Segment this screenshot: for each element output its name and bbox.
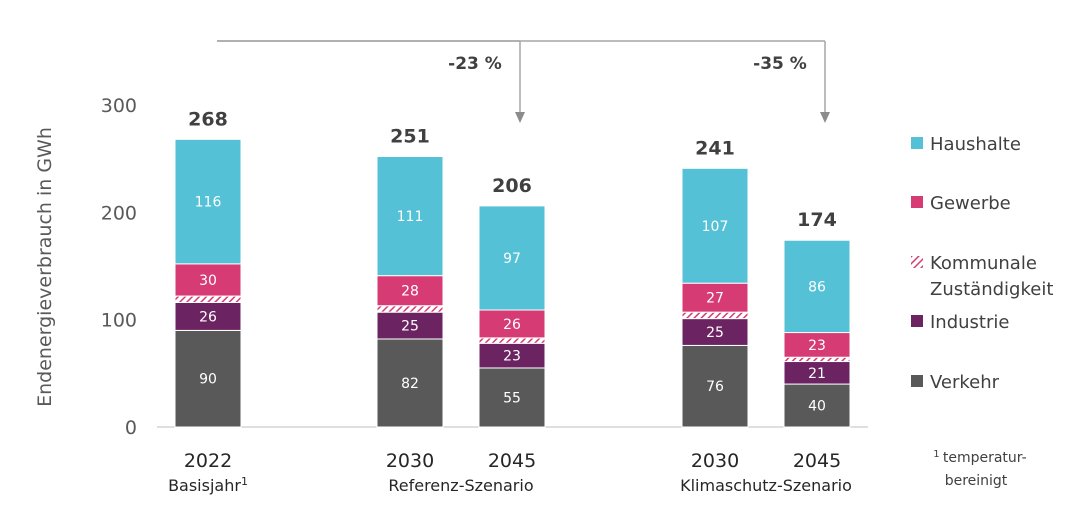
segment-value-label: 55 (503, 390, 521, 406)
bar-segment (681, 318, 749, 346)
legend-label: Kommunale (930, 253, 1037, 274)
bars: 90 26 30 116 268 2022 82 25 28 111 251 2030 55 23 26 97… (168, 108, 852, 495)
legend-swatch (911, 315, 923, 327)
segment-value-label: 23 (808, 338, 826, 354)
y-axis-title: Endenergieverbrauch in GWh (34, 127, 56, 407)
legend-label: Gewerbe (930, 193, 1011, 214)
bar-segment (376, 305, 444, 313)
y-tick-label: 200 (101, 202, 137, 224)
bar-segment (478, 337, 546, 344)
bar-segment (681, 282, 749, 313)
category-label: 2045 (793, 450, 841, 472)
category-label: 2045 (488, 450, 536, 472)
footnote-line: bereinigt (945, 473, 1008, 489)
footnote-line: 1 temperatur- (933, 449, 1026, 466)
change-percent-label: -23 % (448, 54, 502, 74)
bar-segment (783, 239, 851, 334)
category-label: 2030 (691, 450, 739, 472)
segment-value-label: 28 (401, 284, 419, 300)
bar-segment (376, 156, 444, 277)
group-label: Basisjahr1 (168, 475, 248, 495)
segment-value-label: 25 (401, 319, 419, 335)
bar-segment (478, 367, 546, 428)
legend-label: Zuständigkeit (930, 279, 1053, 300)
legend-swatch (911, 256, 923, 268)
down-arrow-icon (820, 112, 830, 123)
segment-value-label: 25 (706, 325, 724, 341)
bar-segment (681, 311, 749, 320)
bar-segment (174, 295, 242, 303)
y-tick-label: 100 (101, 310, 137, 332)
segment-value-label: 40 (808, 399, 826, 415)
bar-segment (681, 167, 749, 284)
bar-total-label: 206 (492, 175, 532, 197)
footnote: 1 temperatur-bereinigt (933, 449, 1026, 489)
legend: Haushalte Gewerbe Kommunale Zuständigkeit In… (911, 134, 1053, 393)
segment-value-label: 26 (199, 309, 217, 325)
bar-total-label: 241 (695, 137, 735, 159)
group-label: Referenz-Szenario (388, 476, 533, 495)
legend-swatch (911, 196, 923, 208)
legend-label: Verkehr (930, 372, 1000, 393)
segment-value-label: 86 (808, 279, 826, 295)
bar-segment (174, 329, 242, 428)
segment-value-label: 97 (503, 251, 521, 267)
legend-swatch (911, 375, 923, 387)
bar-total-label: 251 (390, 126, 430, 148)
down-arrow-icon (515, 112, 525, 123)
segment-value-label: 116 (195, 195, 222, 211)
segment-value-label: 30 (199, 273, 217, 289)
category-label: 2022 (184, 450, 232, 472)
change-annotations: -23 % -35 % (217, 40, 830, 123)
y-tick-label: 300 (101, 95, 137, 117)
segment-value-label: 26 (503, 317, 521, 333)
legend-swatch (911, 137, 923, 149)
bar-segment (478, 205, 546, 311)
segment-value-label: 90 (199, 372, 217, 388)
segment-value-label: 27 (706, 291, 724, 307)
segment-value-label: 107 (702, 219, 729, 235)
bar-total-label: 268 (188, 108, 228, 130)
segment-value-label: 76 (706, 379, 724, 395)
bar-segment (174, 138, 242, 265)
bar-segment (376, 275, 444, 307)
segment-value-label: 21 (808, 366, 826, 382)
group-label: Klimaschutz-Szenario (680, 476, 852, 495)
segment-value-label: 82 (401, 376, 419, 392)
segment-value-label: 111 (397, 209, 424, 225)
legend-label: Industrie (930, 312, 1009, 333)
legend-label: Haushalte (930, 134, 1021, 155)
bar-segment (783, 356, 851, 363)
y-tick-label: 0 (125, 417, 137, 439)
y-axis: 0 100 200 300 Endenergieverbrauch in GWh (34, 95, 868, 439)
bar-segment (681, 344, 749, 428)
change-percent-label: -35 % (753, 54, 807, 74)
bar-total-label: 174 (797, 209, 837, 231)
bar-segment (478, 309, 546, 339)
bar-segment (783, 383, 851, 428)
category-label: 2030 (386, 450, 434, 472)
segment-value-label: 23 (503, 349, 521, 365)
